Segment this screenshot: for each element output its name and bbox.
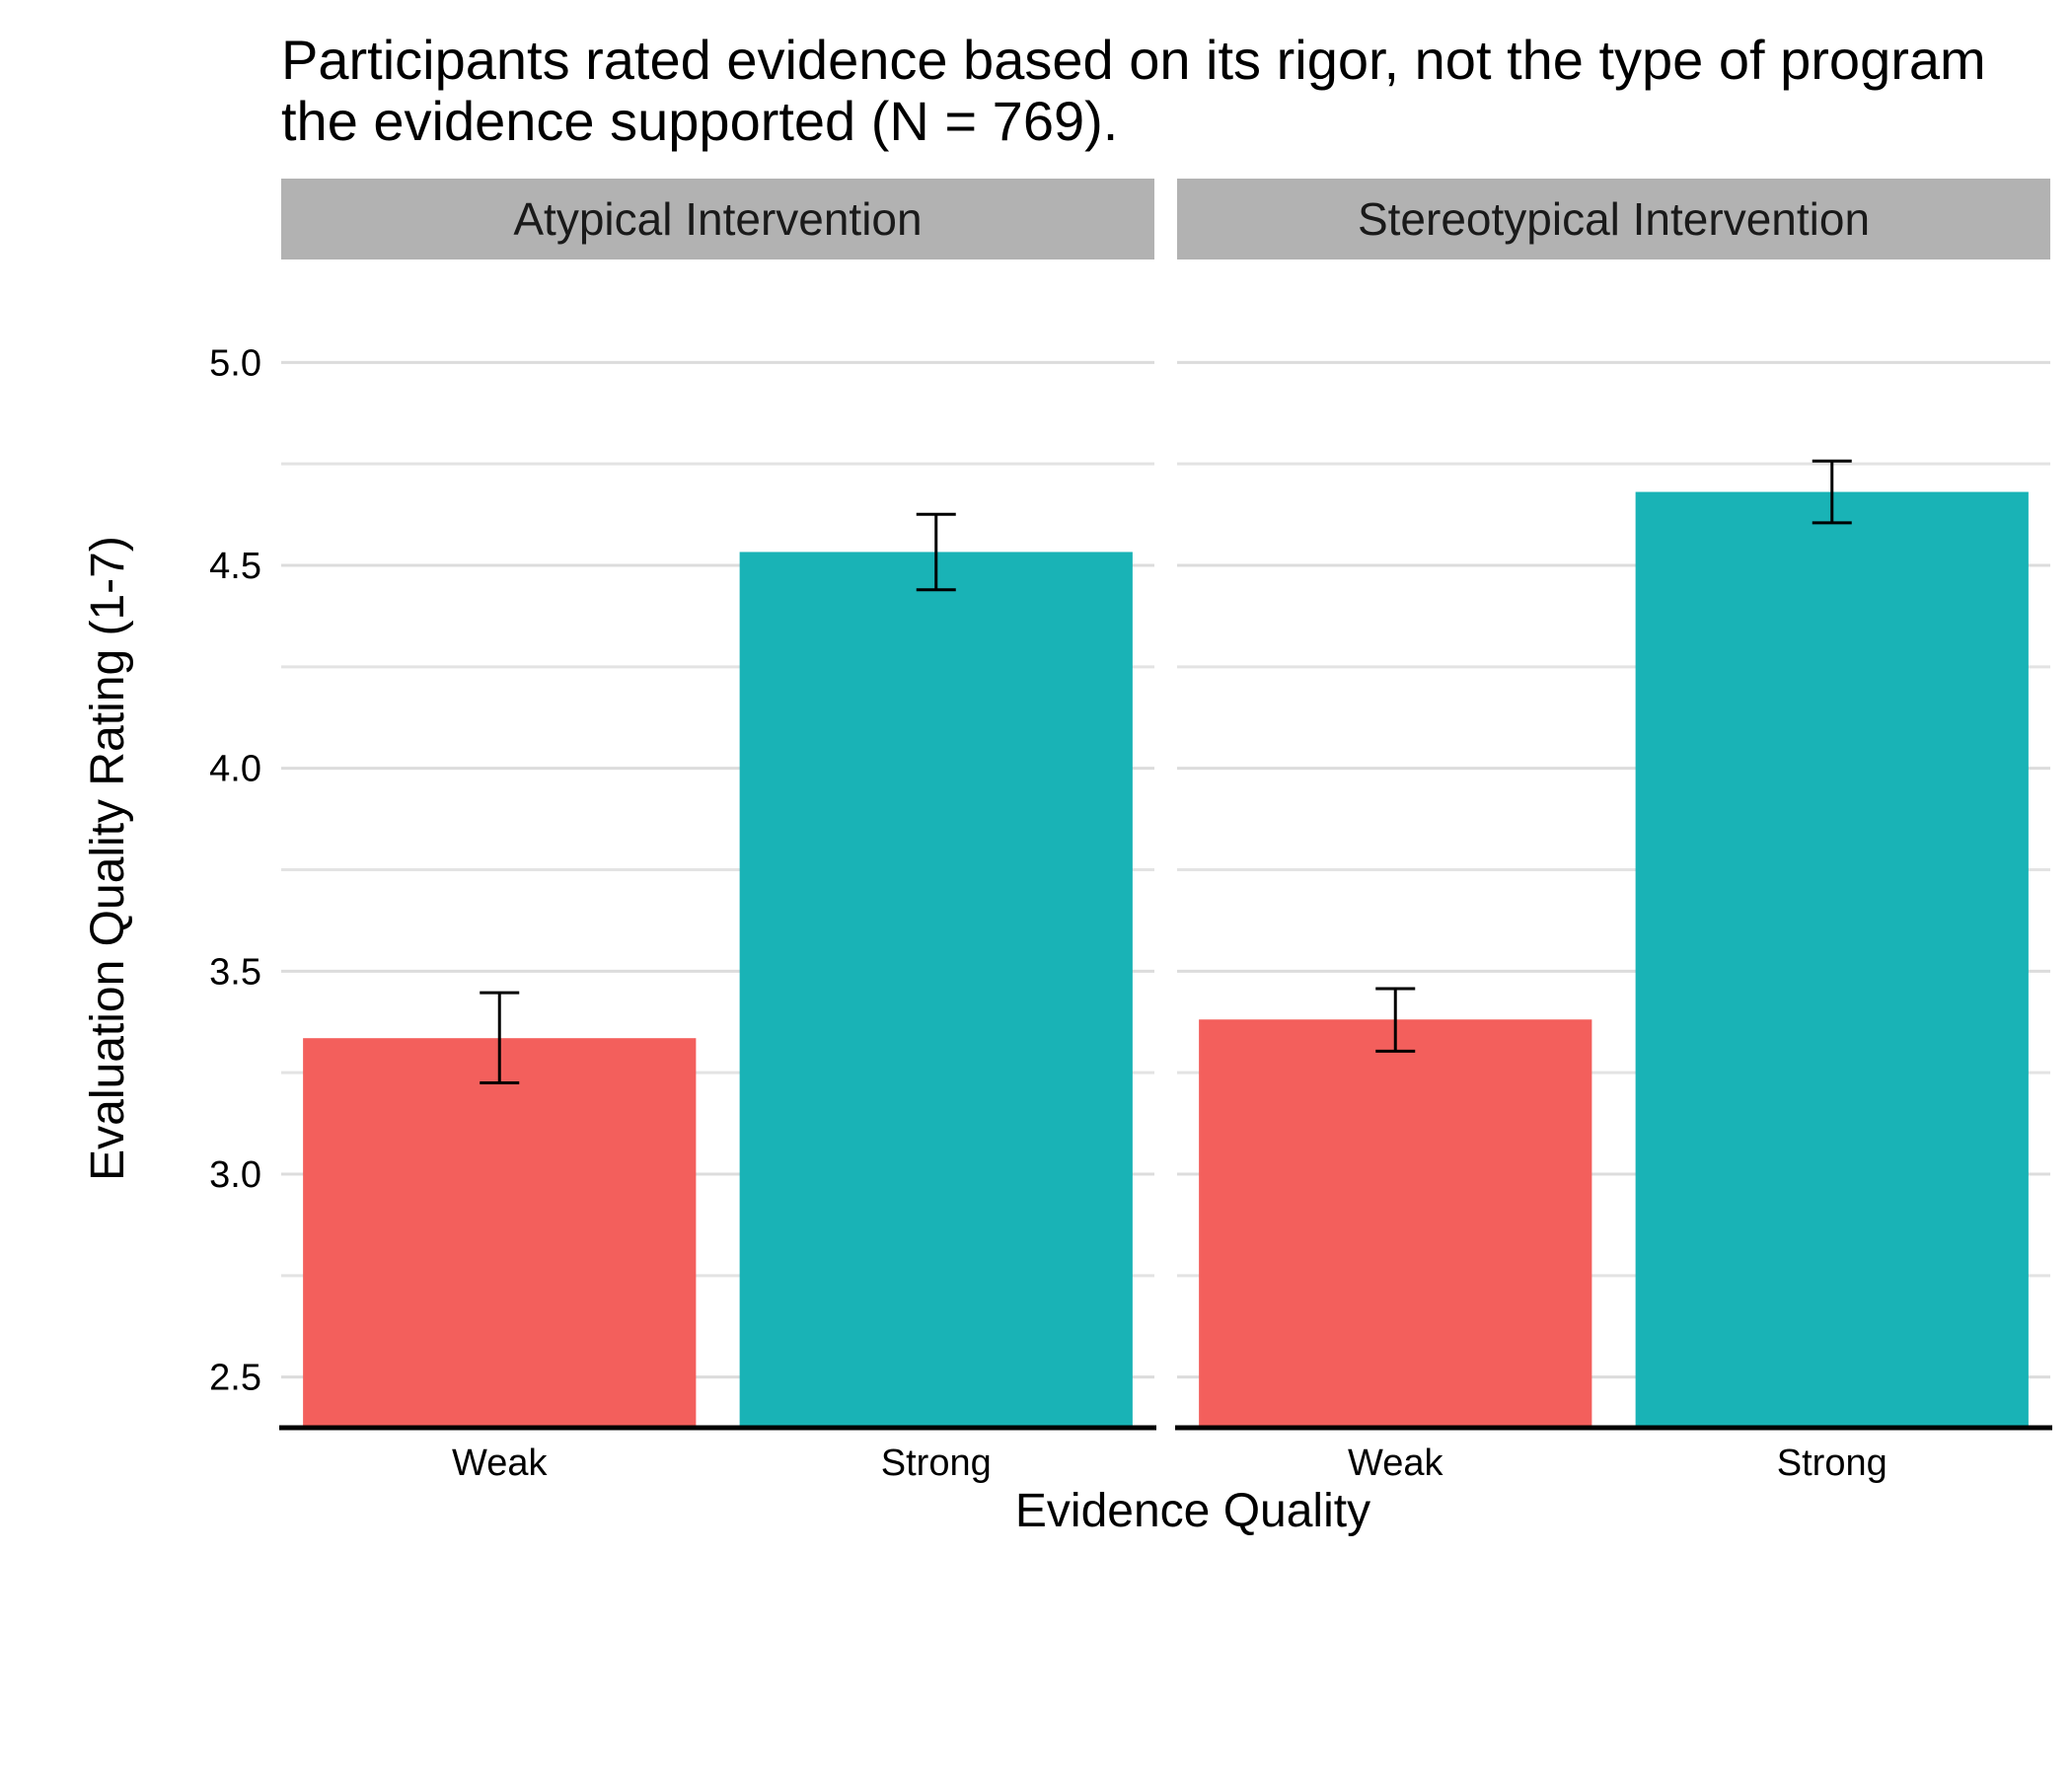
- chart-title: Participants rated evidence based on its…: [281, 29, 1986, 152]
- bar-weak: [1199, 1019, 1592, 1426]
- x-axis-title: Evidence Quality: [1015, 1485, 1370, 1537]
- y-tick-label: 4.5: [209, 546, 261, 587]
- bar-strong: [1635, 491, 2029, 1427]
- x-tick-label: Strong: [1777, 1443, 1887, 1484]
- error-bar: [1812, 459, 1852, 525]
- facet-strip-label: Atypical Intervention: [513, 193, 922, 245]
- facet-strip: [1177, 179, 2050, 259]
- facet-strip: [281, 179, 1154, 259]
- error-bar: [1375, 987, 1416, 1053]
- y-axis-title: Evaluation Quality Rating (1-7): [82, 536, 134, 1181]
- bar-weak: [303, 1038, 697, 1426]
- facet-panel: Stereotypical Intervention Weak Strong: [1175, 179, 2052, 1484]
- y-tick-label: 3.5: [209, 951, 261, 993]
- x-tick-label: Weak: [452, 1443, 548, 1484]
- y-tick-label: 5.0: [209, 342, 261, 384]
- error-bar: [480, 991, 520, 1084]
- bar-strong: [739, 552, 1133, 1426]
- facet-panel: Atypical Intervention Weak Strong: [279, 179, 1156, 1484]
- y-tick-label: 2.5: [209, 1358, 261, 1399]
- facet-strip-label: Stereotypical Intervention: [1358, 193, 1870, 245]
- error-bar: [916, 512, 956, 592]
- x-tick-label: Strong: [881, 1443, 992, 1484]
- y-tick-label: 4.0: [209, 749, 261, 790]
- x-tick-label: Weak: [1348, 1443, 1443, 1484]
- y-axis: 2.5 3.0 3.5 4.0 4.5 5.0: [209, 342, 261, 1398]
- y-tick-label: 3.0: [209, 1154, 261, 1196]
